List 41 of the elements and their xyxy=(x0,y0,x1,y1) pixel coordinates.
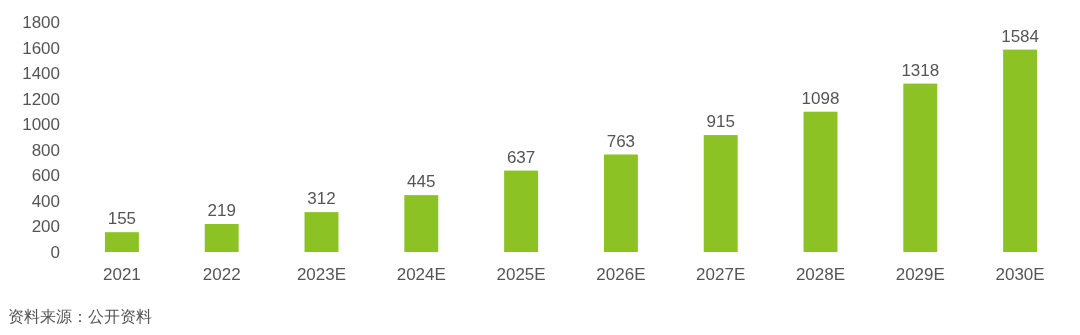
x-tick-label: 2023E xyxy=(296,265,347,284)
data-label: 219 xyxy=(207,201,236,221)
x-tick-label: 2030E xyxy=(995,265,1045,284)
bar xyxy=(603,154,638,252)
y-tick-label: 400 xyxy=(31,191,60,211)
bar xyxy=(504,170,539,252)
data-label: 1098 xyxy=(801,88,840,108)
y-tick-label: 1200 xyxy=(22,89,60,109)
bar xyxy=(803,111,838,252)
y-tick-label: 1000 xyxy=(22,115,60,135)
y-tick-label: 1600 xyxy=(22,38,60,58)
bar xyxy=(204,224,239,252)
bar xyxy=(903,83,938,252)
x-tick-label: 2022 xyxy=(202,265,241,284)
data-label: 1584 xyxy=(1001,26,1040,46)
x-tick-label: 2028E xyxy=(795,265,846,284)
x-tick-label: 2027E xyxy=(696,265,746,284)
y-tick-label: 0 xyxy=(50,243,60,262)
y-tick-label: 600 xyxy=(31,166,60,186)
bar xyxy=(304,212,339,252)
data-label: 763 xyxy=(606,131,636,151)
bar xyxy=(1003,49,1038,252)
data-label: 312 xyxy=(307,189,336,209)
bar xyxy=(703,135,738,252)
y-tick-label: 200 xyxy=(31,217,60,237)
data-label: 155 xyxy=(107,209,137,229)
data-label: 915 xyxy=(706,112,735,132)
bar xyxy=(404,195,439,252)
x-tick-label: 2021 xyxy=(102,265,141,284)
y-tick-label: 1800 xyxy=(22,13,60,32)
x-tick-label: 2025E xyxy=(496,265,546,284)
y-tick-label: 800 xyxy=(31,140,60,160)
x-tick-label: 2026E xyxy=(596,265,646,284)
data-label: 637 xyxy=(506,147,536,167)
y-tick-label: 1400 xyxy=(22,64,60,84)
x-tick-label: 2029E xyxy=(895,265,945,284)
bar xyxy=(104,232,139,252)
data-label: 1318 xyxy=(901,60,940,80)
data-label: 445 xyxy=(407,172,436,192)
x-tick-label: 2024E xyxy=(396,265,446,284)
text: 资料来源：公开资料 xyxy=(8,308,152,325)
